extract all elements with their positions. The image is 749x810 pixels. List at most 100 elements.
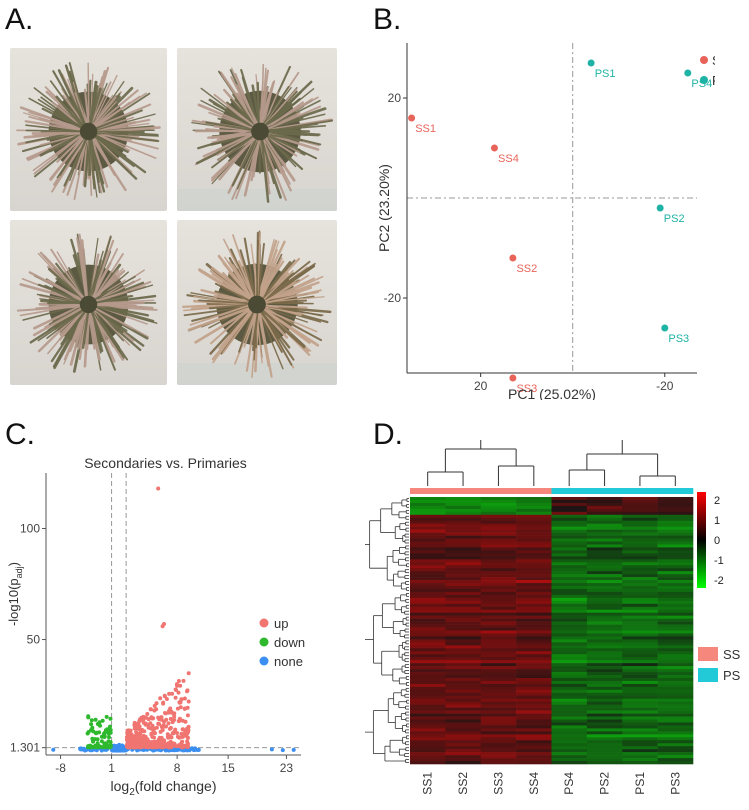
heatmap-cell (622, 695, 658, 700)
heatmap-cell (551, 580, 588, 584)
heatmap-cell (622, 716, 658, 720)
heatmap-cell (516, 752, 552, 756)
heatmap-cell (586, 719, 623, 723)
heatmap-cell (622, 719, 658, 723)
heatmap-cell (410, 695, 446, 700)
volcano-point-up (150, 745, 155, 750)
heatmap-cell (657, 636, 694, 640)
heatmap-cell (480, 562, 517, 566)
heatmap-cell (657, 580, 694, 584)
heatmap-cell (445, 669, 482, 673)
heatmap-cell (551, 499, 588, 504)
heatmap-cell (445, 526, 482, 530)
heatmap-cell (622, 728, 658, 732)
heatmap-cell (516, 615, 552, 619)
heatmap-cell (480, 612, 517, 616)
heatmap-cell (622, 529, 658, 533)
heatmap-cell (410, 710, 446, 714)
heatmap-cell (551, 559, 588, 563)
heatmap-cell (445, 565, 482, 569)
pca-point-label: PS2 (664, 213, 685, 225)
urchin-center (79, 122, 98, 141)
panel-c-label: C. (5, 418, 35, 451)
heatmap-cell (445, 520, 482, 524)
heatmap-cell (622, 559, 658, 563)
heatmap-cell (622, 666, 658, 670)
heatmap-cell (516, 725, 552, 729)
heatmap-cell (410, 677, 446, 682)
heatmap-cell (516, 716, 552, 720)
volcano-point-up (169, 709, 174, 714)
heatmap-cell (445, 562, 482, 566)
volcano-point-none (269, 747, 274, 752)
volcano-point-down (95, 737, 100, 742)
heatmap-cell (410, 755, 446, 759)
heatmap-cell (586, 669, 623, 673)
pca-axes (406, 43, 697, 374)
volcano-point-up (180, 743, 184, 748)
heatmap-cell (445, 660, 482, 664)
heatmap-cell (445, 716, 482, 720)
heatmap-cell (622, 523, 658, 527)
volcano-xlabel-subscript: 2 (129, 787, 135, 798)
heatmap-cell (586, 523, 623, 527)
heatmap-cell (516, 734, 552, 738)
heatmap-cell (445, 517, 482, 522)
heatmap-cell (622, 541, 658, 545)
heatmap-cell (445, 761, 482, 765)
volcano-x-tick-label: 15 (221, 761, 235, 775)
volcano-point-up (172, 714, 177, 719)
heatmap-cell (586, 594, 623, 599)
volcano-legend-swatch (259, 656, 269, 666)
heatmap-cell (657, 597, 694, 602)
heatmap-cell (551, 719, 588, 723)
heatmap-cell (622, 743, 658, 747)
heatmap-cell (516, 663, 552, 667)
heatmap-cell (586, 752, 623, 756)
heatmap-cell (410, 689, 446, 694)
volcano-point-up (125, 728, 130, 733)
heatmap-cell (410, 511, 446, 516)
heatmap-cell (657, 713, 694, 717)
heatmap-cell (410, 740, 446, 744)
volcano-ylabel-suffix: ) (6, 562, 21, 566)
heatmap-cell (445, 704, 482, 708)
heatmap-cell (480, 755, 517, 759)
heatmap-cell (410, 618, 446, 622)
heatmap-cell (445, 606, 482, 611)
heatmap-cell (410, 550, 446, 554)
heatmap-cell (480, 630, 517, 634)
heatmap-color-scale: 2 1 0 -1 -2 (697, 492, 724, 588)
heatmap-cell (480, 547, 517, 551)
heatmap-cell (586, 597, 623, 602)
volcano-point-up (130, 737, 135, 742)
heatmap-column-label: SS2 (456, 772, 470, 795)
pca-point-ps3 (661, 324, 669, 332)
volcano-plot: Secondaries vs. Primaries -8 1 8 15 23 1.301 5… (6, 455, 305, 798)
heatmap-cell (516, 603, 552, 608)
volcano-point-up (146, 745, 150, 750)
heatmap-cell (445, 633, 482, 637)
heatmap-cell (480, 603, 517, 608)
heatmap-cell (480, 642, 517, 646)
heatmap-cell (622, 574, 658, 578)
heatmap-cell (586, 737, 623, 741)
heatmap-cell (622, 731, 658, 735)
volcano-axes (45, 473, 301, 756)
heatmap-cell (480, 746, 517, 750)
heatmap-cell (516, 642, 552, 646)
heatmap-cell (480, 508, 517, 513)
heatmap-column-label: PS3 (668, 772, 682, 795)
heatmap-cell (551, 532, 588, 536)
heatmap-cell (622, 752, 658, 756)
heatmap-cell (551, 574, 588, 578)
heatmap-cell (480, 499, 517, 504)
volcano-x-tick-label: 8 (174, 761, 181, 775)
heatmap-cell (622, 502, 658, 507)
pca-y-tick-label: -20 (384, 291, 402, 305)
heatmap-cell (657, 728, 694, 732)
heatmap-cell (410, 704, 446, 708)
volcano-point-up (161, 741, 166, 746)
heatmap-cell (445, 663, 482, 667)
volcano-point-down (86, 714, 91, 719)
